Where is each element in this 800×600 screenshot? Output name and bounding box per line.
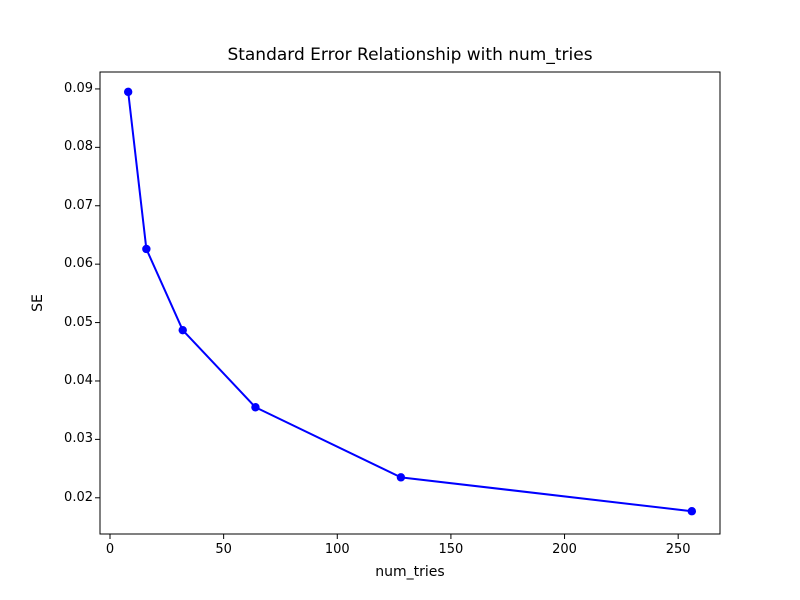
y-tick-label: 0.02 xyxy=(64,489,93,505)
data-point-marker xyxy=(178,325,187,335)
x-tick-label: 250 xyxy=(665,542,691,557)
x-tick-label: 0 xyxy=(105,542,115,557)
data-point-marker xyxy=(396,473,406,482)
y-tick-label: 0.05 xyxy=(64,314,93,330)
y-tick-label: 0.07 xyxy=(64,197,93,213)
x-tick-label: 100 xyxy=(324,542,350,557)
plot-border xyxy=(99,71,721,535)
x-tick-label: 150 xyxy=(438,542,464,557)
y-tick-label: 0.04 xyxy=(64,372,93,388)
y-tick-label: 0.03 xyxy=(64,431,93,447)
x-axis-label: num_tries xyxy=(375,564,445,580)
y-tick-label: 0.08 xyxy=(64,139,93,155)
y-tick-label: 0.06 xyxy=(64,256,93,272)
x-tick-label: 200 xyxy=(552,542,577,557)
data-line xyxy=(127,90,693,513)
y-tick-label: 0.09 xyxy=(64,80,93,96)
data-point-marker xyxy=(251,403,260,412)
data-point-marker xyxy=(123,87,133,97)
data-point-marker xyxy=(142,244,151,254)
chart-title: Standard Error Relationship with num_tri… xyxy=(227,45,593,65)
x-tick-label: 50 xyxy=(215,542,232,557)
y-axis-label: SE xyxy=(30,294,46,312)
data-point-marker xyxy=(687,507,697,516)
